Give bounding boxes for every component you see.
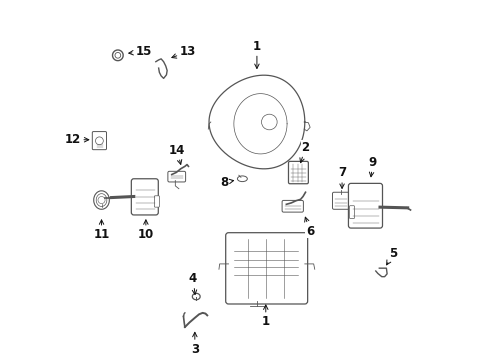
FancyBboxPatch shape <box>154 196 159 207</box>
FancyBboxPatch shape <box>167 171 185 182</box>
FancyBboxPatch shape <box>131 179 158 215</box>
Circle shape <box>261 114 277 130</box>
Text: 2: 2 <box>299 141 309 163</box>
FancyBboxPatch shape <box>288 161 308 184</box>
FancyBboxPatch shape <box>282 201 303 212</box>
Text: 5: 5 <box>386 247 397 265</box>
Text: 6: 6 <box>304 217 314 238</box>
Text: 1: 1 <box>252 40 261 68</box>
FancyBboxPatch shape <box>92 132 106 150</box>
Ellipse shape <box>237 176 247 181</box>
Text: 14: 14 <box>168 144 185 165</box>
Text: 1: 1 <box>261 305 269 328</box>
FancyBboxPatch shape <box>348 183 382 228</box>
Text: 8: 8 <box>220 176 233 189</box>
Text: 15: 15 <box>128 45 151 58</box>
Circle shape <box>95 137 103 145</box>
Text: 13: 13 <box>171 45 196 58</box>
Text: 10: 10 <box>138 220 154 242</box>
FancyBboxPatch shape <box>225 233 307 304</box>
Text: 11: 11 <box>93 220 109 242</box>
Text: 12: 12 <box>64 133 89 146</box>
Text: 7: 7 <box>337 166 346 188</box>
FancyBboxPatch shape <box>349 206 354 219</box>
Circle shape <box>98 197 105 204</box>
Text: 3: 3 <box>190 332 199 356</box>
Text: 9: 9 <box>368 156 376 177</box>
Text: 4: 4 <box>188 272 197 294</box>
FancyBboxPatch shape <box>332 192 349 209</box>
